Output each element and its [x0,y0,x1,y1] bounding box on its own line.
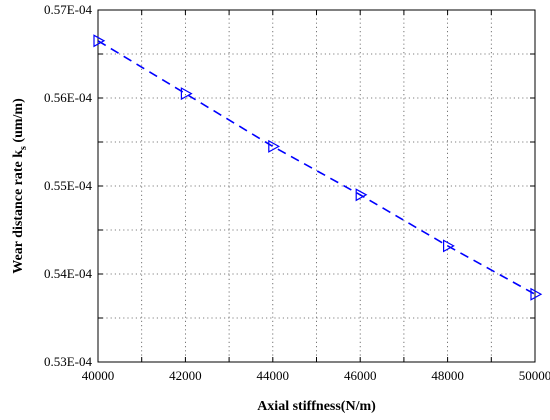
x-tick-label: 48000 [431,368,464,383]
data-point-marker [268,139,281,153]
x-axis-title: Axial stiffness(N/m) [257,399,376,414]
x-tick-label: 40000 [82,368,115,383]
x-tick-label: 42000 [169,368,202,383]
y-axis-title-main: Wear distance rate k [11,150,26,274]
y-tick-label: 0.53E-04 [44,354,93,369]
y-axis-title-unit: (um/m) [11,98,26,146]
y-axis-title: Wear distance rate ks (um/m) [11,98,29,274]
y-tick-label: 0.54E-04 [44,266,93,281]
y-tick-label: 0.57E-04 [44,2,93,17]
data-point-marker [355,188,368,202]
data-point-marker [180,87,193,101]
x-tick-label: 44000 [257,368,290,383]
series-line [97,40,536,295]
series-layer [93,34,543,301]
data-point-marker [93,34,106,48]
x-tick-label: 50000 [519,368,550,383]
x-ticks: 40000 42000 44000 46000 48000 50000 [82,10,550,383]
grid-lines [98,10,535,362]
data-point-marker [443,239,455,253]
y-tick-label: 0.55E-04 [44,178,93,193]
data-point-marker [530,287,543,301]
y-axis-title-sub: s [18,146,29,150]
y-ticks: 0.53E-04 0.54E-04 0.55E-04 0.56E-04 0.57E-04 [44,2,535,369]
x-tick-label: 46000 [344,368,377,383]
y-tick-label: 0.56E-04 [44,90,93,105]
